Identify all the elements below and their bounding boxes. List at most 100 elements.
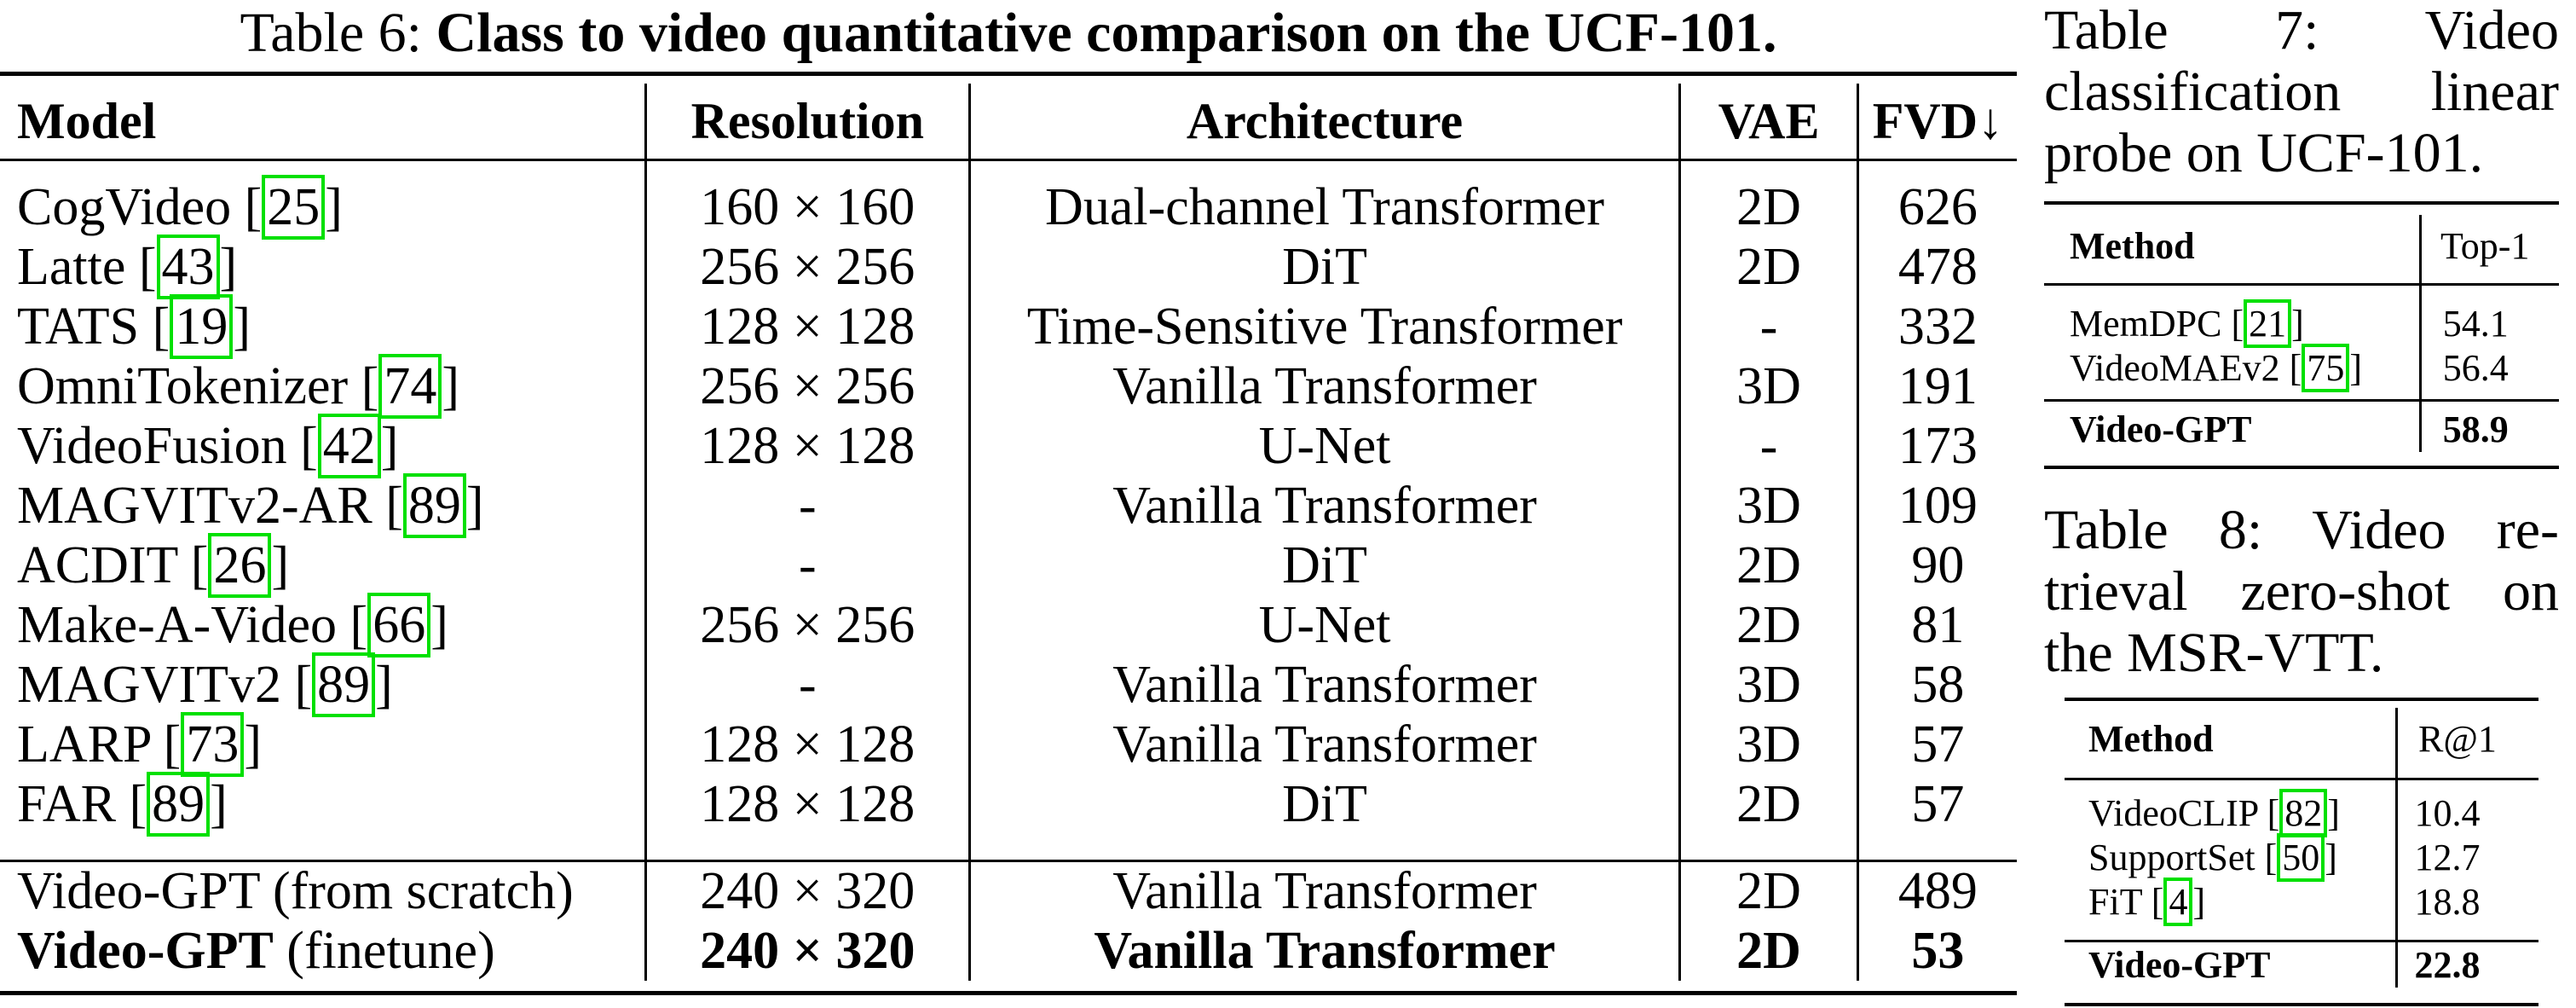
table-8-caption-line: the MSR-VTT. bbox=[2044, 622, 2384, 684]
citation-link[interactable]: 75 bbox=[2302, 344, 2350, 392]
architecture-cell: Vanilla Transformer bbox=[969, 356, 1682, 416]
table-6-header-row: Model Resolution Architecture VAE FVD↓ bbox=[17, 84, 2017, 159]
table-7-caption: Table 7: Video classification linear pro… bbox=[2044, 0, 2559, 184]
bracket: ] bbox=[465, 477, 484, 535]
citation-link[interactable]: 25 bbox=[262, 175, 326, 240]
model-name-bold: Video-GPT bbox=[17, 922, 274, 980]
model-cell: MAGVITv2-AR [89] bbox=[17, 473, 647, 538]
table-row: FiT [4] 18.8 bbox=[2088, 878, 2497, 926]
table-7-bottom-rule bbox=[2044, 466, 2559, 469]
table-8-header-row: Method R@1 bbox=[2088, 708, 2497, 771]
fvd-cell: 489 bbox=[1897, 862, 1978, 920]
table-7: Table 7: Video classification linear pro… bbox=[2044, 0, 2559, 469]
citation-link[interactable]: 66 bbox=[367, 593, 431, 658]
value-cell: 56.4 bbox=[2442, 347, 2509, 389]
table-7-top-rule bbox=[2044, 201, 2559, 205]
method-cell: VideoMAEv2 [75] bbox=[2070, 344, 2422, 392]
table-6-caption-label: Table 6: bbox=[240, 2, 436, 64]
model-cell: Video-GPT (finetune) bbox=[17, 921, 647, 981]
citation-link[interactable]: 43 bbox=[156, 235, 220, 299]
table-8-caption: Table 8: Video re- trieval zero-shot on … bbox=[2044, 500, 2559, 684]
bracket: ] bbox=[2291, 303, 2304, 345]
table-8-caption-line: Table 8: Video re- bbox=[2044, 499, 2559, 561]
method-cell: FiT [4] bbox=[2088, 878, 2398, 926]
table-6-grid: Model Resolution Architecture VAE FVD↓ C… bbox=[17, 84, 2017, 981]
citation-link[interactable]: 89 bbox=[402, 473, 466, 538]
table-8-caption-line: trieval zero-shot on bbox=[2044, 560, 2559, 623]
column-header-vae: VAE bbox=[1679, 84, 1859, 159]
vae-cell: 2D bbox=[1679, 834, 1859, 921]
value-cell: 10.4 bbox=[2414, 792, 2481, 834]
method-cell: MemDPC [21] bbox=[2070, 278, 2422, 348]
column-header-resolution: Resolution bbox=[645, 84, 971, 159]
citation-link[interactable]: 50 bbox=[2277, 833, 2325, 882]
vae-cell: - bbox=[1679, 297, 1859, 356]
model-name: ACDIT [ bbox=[17, 536, 209, 594]
bracket: ] bbox=[375, 656, 393, 714]
architecture-cell: U-Net bbox=[969, 416, 1682, 476]
table-row: CogVideo [25] 160 × 160 Dual-channel Trans… bbox=[17, 159, 2017, 240]
bracket: ] bbox=[325, 178, 343, 236]
architecture-cell: Vanilla Transformer bbox=[969, 921, 1682, 981]
resolution-cell: 128 × 128 bbox=[645, 297, 971, 356]
table-row: ACDIT [26] - DiT 2D 90 bbox=[17, 533, 2017, 598]
model-cell: VideoFusion [42] bbox=[17, 414, 647, 478]
resolution-cell: - bbox=[645, 476, 971, 536]
resolution-cell: 128 × 128 bbox=[645, 774, 971, 834]
model-cell: Video-GPT (from scratch) bbox=[17, 834, 647, 921]
architecture-cell: Vanilla Transformer bbox=[969, 655, 1682, 715]
table-row-ours: Video-GPT 58.9 bbox=[2070, 391, 2529, 452]
table-row: LARP [73] 128 × 128 Vanilla Transformer 3D 5… bbox=[17, 712, 2017, 777]
table-row: VideoMAEv2 [75] 56.4 bbox=[2070, 344, 2529, 392]
citation-link[interactable]: 26 bbox=[208, 533, 272, 598]
citation-link[interactable]: 82 bbox=[2279, 789, 2328, 837]
citation-link[interactable]: 42 bbox=[317, 414, 381, 478]
resolution-cell: 128 × 128 bbox=[645, 416, 971, 476]
table-8-top-rule bbox=[2065, 698, 2538, 701]
vae-cell: 2D bbox=[1679, 921, 1859, 981]
architecture-cell: Time-Sensitive Transformer bbox=[969, 297, 1682, 356]
table-row: VideoCLIP [82] 10.4 bbox=[2088, 771, 2497, 837]
bracket: ] bbox=[2327, 792, 2340, 834]
architecture-cell: DiT bbox=[969, 774, 1682, 834]
fvd-cell: 478 bbox=[1897, 238, 1978, 296]
model-name: MAGVITv2-AR [ bbox=[17, 477, 403, 535]
table-7-grid: Method Top-1 MemDPC [21] 54.1 VideoMAEv2… bbox=[2070, 215, 2529, 452]
model-cell: Latte [43] bbox=[17, 235, 647, 299]
fvd-cell: 109 bbox=[1897, 477, 1978, 535]
model-name: Video-GPT (from scratch) bbox=[17, 862, 574, 920]
column-header-top1: Top-1 bbox=[2440, 225, 2530, 267]
table-6-top-rule bbox=[0, 72, 2017, 76]
method-name: VideoCLIP [ bbox=[2088, 792, 2280, 834]
table-6-caption: Table 6: Class to video quantitative com… bbox=[0, 0, 2017, 68]
method-cell: VideoCLIP [82] bbox=[2088, 771, 2398, 837]
table-8-grid: Method R@1 VideoCLIP [82] 10.4 SupportSe… bbox=[2088, 708, 2497, 988]
citation-link[interactable]: 74 bbox=[378, 354, 442, 419]
citation-link[interactable]: 4 bbox=[2163, 878, 2193, 926]
architecture-cell: Vanilla Transformer bbox=[969, 715, 1682, 774]
architecture-cell: DiT bbox=[969, 237, 1682, 297]
citation-link[interactable]: 73 bbox=[181, 712, 245, 777]
method-cell: Video-GPT bbox=[2070, 391, 2422, 452]
citation-link[interactable]: 19 bbox=[170, 294, 234, 359]
table-row: MemDPC [21] 54.1 bbox=[2070, 278, 2529, 348]
bracket: ] bbox=[219, 238, 238, 296]
vae-cell: 3D bbox=[1679, 476, 1859, 536]
value-cell: 12.7 bbox=[2414, 837, 2481, 878]
table-row: Latte [43] 256 × 256 DiT 2D 478 bbox=[17, 235, 2017, 299]
fvd-cell: 191 bbox=[1897, 357, 1978, 415]
value-cell: 58.9 bbox=[2442, 408, 2509, 450]
table-row: FAR [89] 128 × 128 DiT 2D 57 bbox=[17, 772, 2017, 837]
citation-link[interactable]: 89 bbox=[312, 652, 376, 717]
model-name: (finetune) bbox=[273, 922, 495, 980]
model-name: OmniTokenizer [ bbox=[17, 357, 379, 415]
model-name: VideoFusion [ bbox=[17, 417, 318, 475]
resolution-cell: 256 × 256 bbox=[645, 356, 971, 416]
resolution-cell: 256 × 256 bbox=[645, 595, 971, 655]
bracket: ] bbox=[233, 298, 251, 356]
vae-cell: 2D bbox=[1679, 237, 1859, 297]
citation-link[interactable]: 21 bbox=[2244, 299, 2292, 348]
citation-link[interactable]: 89 bbox=[147, 772, 211, 837]
bracket: ] bbox=[244, 715, 262, 773]
